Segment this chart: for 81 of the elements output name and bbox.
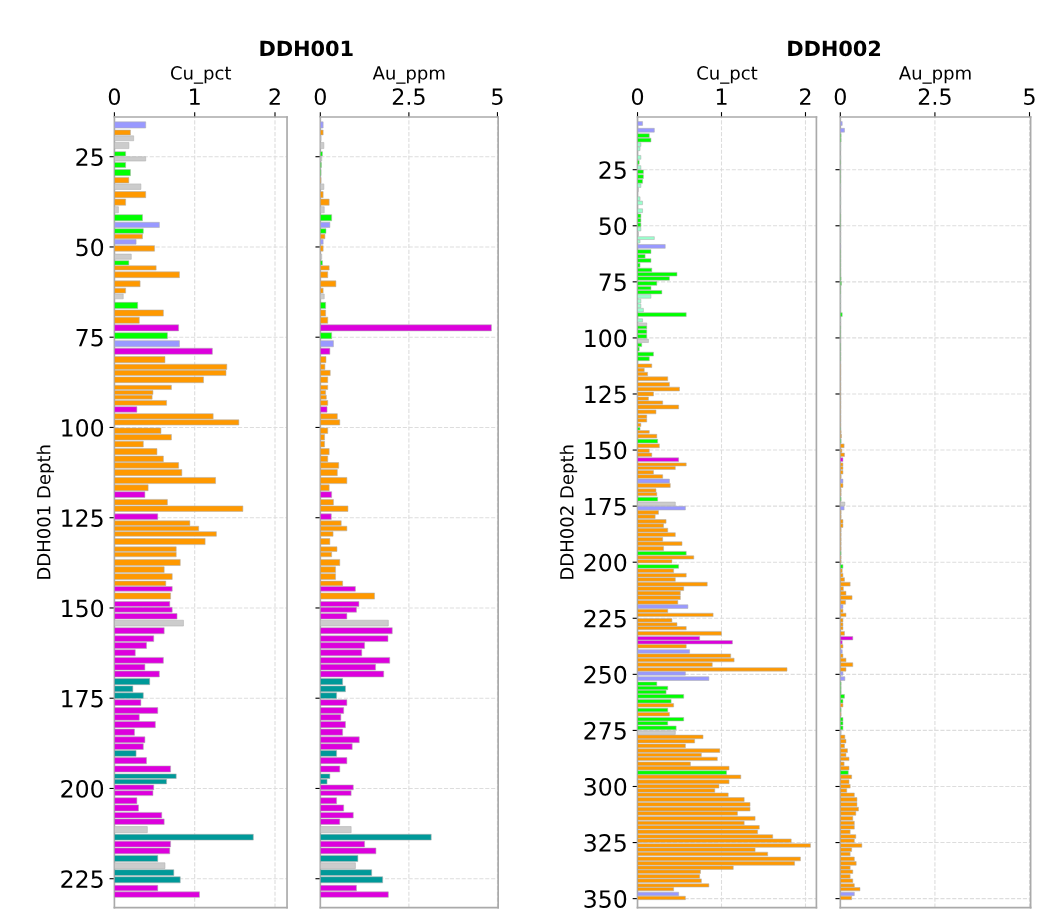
chart-title: DDH002 [788,40,881,57]
x-tick-label: 2.5 [918,88,951,106]
bar [637,725,677,731]
x-tick-label: 0 [834,88,846,106]
bar [637,434,658,439]
y-tick-label: 50 [599,217,627,236]
bar [637,404,679,410]
bar [637,200,643,205]
x-axis-title: Cu_pct [697,66,758,84]
bar [637,825,760,830]
bar [637,351,654,357]
bar [637,595,681,600]
bar [637,363,653,368]
y-tick-label: 100 [585,329,627,348]
bar [637,196,641,201]
bar [637,443,660,448]
y-tick-label: 225 [584,609,626,628]
bar [637,581,708,587]
bar [637,183,642,188]
bar [637,694,684,699]
bar [637,329,648,334]
y-tick-label: 125 [62,509,103,528]
bar [637,653,732,658]
x-tick-label: 0 [631,88,644,106]
bar [637,856,801,862]
x-tick-label: 2 [800,88,811,105]
bar [637,478,670,484]
bar [637,303,642,308]
y-tick-label: 350 [584,890,627,908]
y-tick-label: 200 [61,779,104,798]
bar [637,290,663,295]
bar [637,895,686,900]
bar [637,532,676,537]
y-tick-label: 175 [585,497,626,516]
bar [637,734,704,740]
y-tick-label: 125 [585,385,626,404]
y-tick-label: 275 [584,721,626,740]
bar [637,338,649,343]
bar [637,555,695,560]
x-tick-label: 0 [108,88,120,106]
y-tick-label: 25 [76,148,103,167]
y-axis-title: DDH002 Depth [559,445,578,579]
x-tick-label: 2 [269,88,280,105]
bar [637,492,658,497]
bar [637,438,658,444]
chart-title: DDH001 [260,40,353,57]
bar [637,137,652,143]
y-tick-label: 200 [584,553,627,572]
y-tick-label: 225 [61,870,103,889]
bar [637,590,681,596]
x-tick-label: 1 [190,88,200,105]
y-tick-label: 25 [599,161,626,180]
x-axis-title: Cu_pct [170,66,232,84]
y-tick-label: 150 [62,599,104,618]
y-tick-label: 75 [599,273,626,292]
x-tick-label: 5 [1024,88,1035,106]
bar [637,418,648,423]
y-tick-label: 300 [584,777,627,796]
y-tick-label: 175 [62,689,103,708]
x-tick-label: 2.5 [392,88,425,106]
bar [637,523,664,528]
bar [637,657,735,663]
bar [637,146,641,151]
x-axis-title: Au_ppm [898,66,971,84]
y-tick-label: 100 [62,418,104,437]
x-tick-label: 1 [716,88,727,105]
y-tick-label: 75 [76,328,103,347]
y-axis-title: DDH001 Depth [36,445,55,579]
x-tick-label: 0 [314,88,326,106]
bar [637,121,643,126]
x-tick-label: 5 [492,88,503,106]
y-tick-label: 150 [585,441,627,460]
bar [637,640,733,645]
y-tick-label: 325 [584,834,626,852]
bar [637,604,689,609]
bar [637,258,652,263]
y-tick-label: 50 [76,238,104,257]
bar [637,703,674,708]
x-axis-title: Au_ppm [372,66,445,84]
bar [637,356,650,361]
y-tick-label: 250 [584,665,627,684]
